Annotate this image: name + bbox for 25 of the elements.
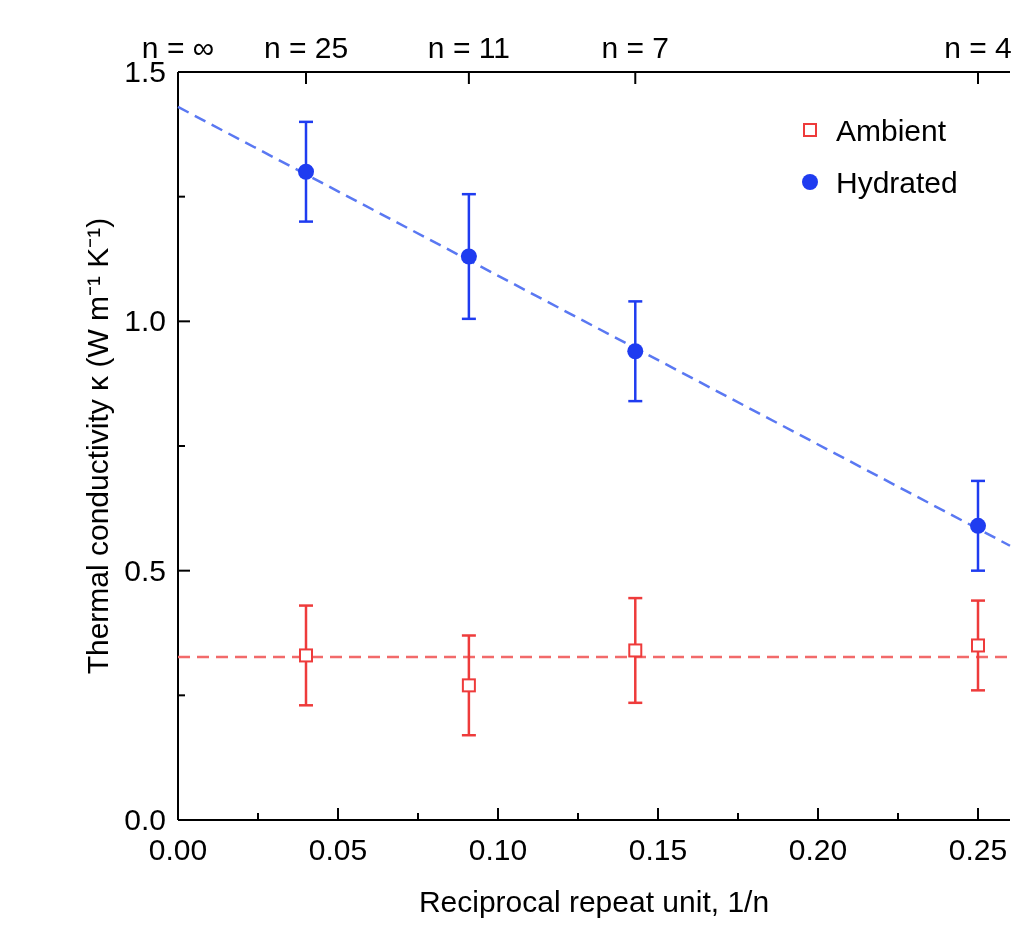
annotation: n = 11 [427, 31, 510, 64]
point [461, 678, 476, 693]
point [460, 248, 477, 265]
point [299, 648, 313, 663]
legend-label: Hydrated [836, 166, 958, 199]
y-tick-label: 0.0 [124, 803, 166, 836]
point [971, 638, 985, 653]
point [627, 343, 644, 360]
y-axis-title: Thermal conductivity κ (W m⁻¹ K⁻¹) [81, 217, 114, 675]
x-tick-label: 0.25 [948, 833, 1008, 866]
legend-label: Ambient [836, 114, 947, 147]
point [628, 643, 643, 658]
x-tick-label: 0.20 [788, 833, 848, 866]
point [298, 163, 314, 180]
y-tick-label: 0.5 [124, 553, 166, 587]
point [970, 517, 986, 534]
annotation: n = 7 [601, 31, 670, 64]
x-tick-label: 0.15 [628, 833, 688, 866]
x-tick-label: 0.10 [468, 833, 528, 866]
y-tick-label: 1.0 [124, 304, 166, 338]
annotation: n = 25 [263, 31, 349, 64]
x-tick-label: 0.05 [308, 833, 368, 866]
annotation: n = 4 [944, 31, 1012, 64]
x-tick-label: 0.00 [148, 833, 208, 866]
x-axis-title: Reciprocal repeat unit, 1/n [418, 885, 770, 918]
